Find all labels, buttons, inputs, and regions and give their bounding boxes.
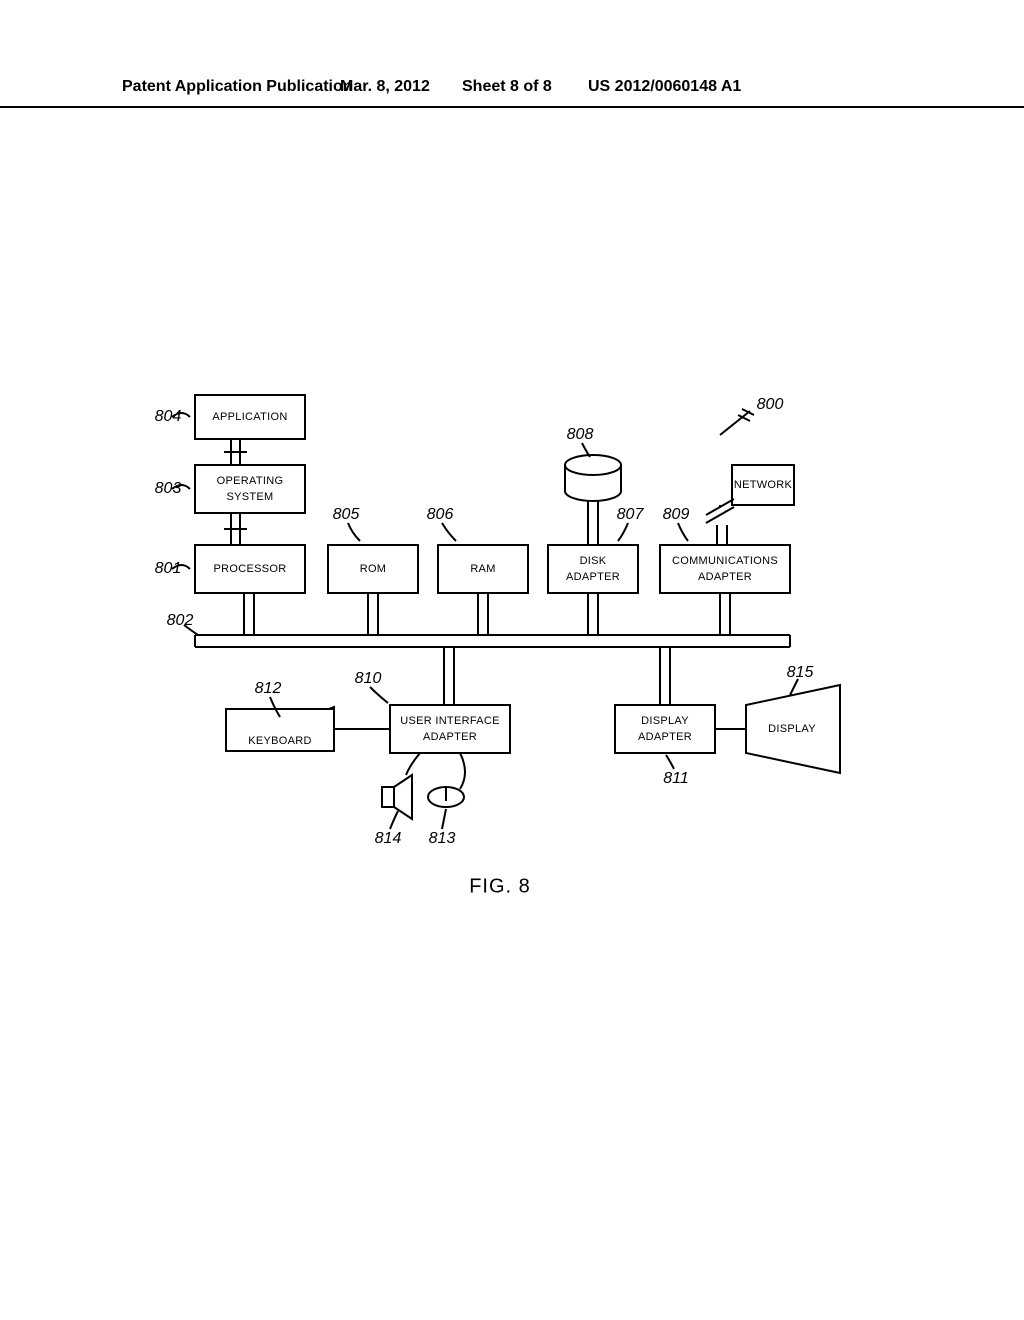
speaker-ref: 814 <box>375 830 402 847</box>
system-bus <box>195 635 790 647</box>
leader-800 <box>720 409 754 435</box>
rom-block: ROM <box>328 545 418 593</box>
leader-805 <box>348 523 360 541</box>
comm-adapter-label-1: COMMUNICATIONS <box>672 555 778 567</box>
ui-adapter-ref: 810 <box>355 670 382 687</box>
rom-ref: 805 <box>333 506 360 523</box>
figure-8-diagram: APPLICATION 804 OPERATING SYSTEM 803 PRO… <box>120 395 880 915</box>
comm-adapter-block: COMMUNICATIONS ADAPTER <box>660 545 790 593</box>
disk-icon <box>565 455 621 501</box>
display-ref: 815 <box>787 664 814 681</box>
comm-adapter-ref: 809 <box>663 506 690 523</box>
rom-label: ROM <box>360 563 387 575</box>
keyboard-label: KEYBOARD <box>248 735 312 747</box>
speaker-link <box>406 753 420 775</box>
disk-adapter-block: DISK ADAPTER <box>548 545 638 593</box>
ui-adapter-label-2: ADAPTER <box>423 731 477 743</box>
bus-drops-top <box>244 593 730 635</box>
processor-ref: 801 <box>155 560 182 577</box>
application-ref: 804 <box>155 408 182 425</box>
ram-ref: 806 <box>427 506 454 523</box>
bus-drops-bottom <box>444 647 670 705</box>
os-ref: 803 <box>155 480 182 497</box>
processor-label: PROCESSOR <box>214 563 287 575</box>
disk-adapter-label-2: ADAPTER <box>566 571 620 583</box>
bus-ref: 802 <box>167 612 194 629</box>
os-label-2: SYSTEM <box>226 491 273 503</box>
leader-811 <box>666 755 674 769</box>
leader-806 <box>442 523 456 541</box>
disk-ref: 808 <box>567 426 594 443</box>
application-label: APPLICATION <box>212 411 287 423</box>
leader-809 <box>678 523 688 541</box>
keyboard-ref: 812 <box>255 680 282 697</box>
ram-block: RAM <box>438 545 528 593</box>
figure-label: FIG. 8 <box>469 875 531 897</box>
comm-adapter-label-2: ADAPTER <box>698 571 752 583</box>
display-adapter-ref: 811 <box>663 770 689 787</box>
comm-to-network <box>706 495 734 545</box>
leader-807 <box>618 523 628 541</box>
display-block: DISPLAY <box>746 685 840 773</box>
header-publication: Patent Application Publication <box>122 78 353 96</box>
mouse-ref: 813 <box>429 830 456 847</box>
disk-adapter-ref: 807 <box>617 506 645 523</box>
leader-813 <box>442 809 446 829</box>
network-label: NETWORK <box>734 479 793 491</box>
ui-adapter-block: USER INTERFACE ADAPTER <box>390 705 510 753</box>
display-adapter-label-1: DISPLAY <box>641 715 689 727</box>
mouse-link <box>460 753 465 789</box>
leader-810 <box>370 687 388 703</box>
display-label: DISPLAY <box>768 723 816 735</box>
display-adapter-block: DISPLAY ADAPTER <box>615 705 715 753</box>
display-adapter-label-2: ADAPTER <box>638 731 692 743</box>
mouse-icon <box>428 787 464 807</box>
leader-815 <box>790 679 798 695</box>
application-block: APPLICATION <box>195 395 305 439</box>
system-ref: 800 <box>757 396 784 413</box>
header-date: Mar. 8, 2012 <box>340 78 430 96</box>
header-pubno: US 2012/0060148 A1 <box>588 78 741 96</box>
os-label-1: OPERATING <box>217 475 284 487</box>
processor-block: PROCESSOR <box>195 545 305 593</box>
os-block: OPERATING SYSTEM <box>195 465 305 513</box>
ui-adapter-label-1: USER INTERFACE <box>400 715 500 727</box>
disk-to-adapter <box>588 501 598 545</box>
page-header: Patent Application Publication Mar. 8, 2… <box>0 78 1024 108</box>
header-sheet: Sheet 8 of 8 <box>462 78 552 96</box>
disk-adapter-label-1: DISK <box>580 555 607 567</box>
network-block: NETWORK <box>732 465 794 505</box>
leader-814 <box>390 811 398 829</box>
ram-label: RAM <box>470 563 495 575</box>
